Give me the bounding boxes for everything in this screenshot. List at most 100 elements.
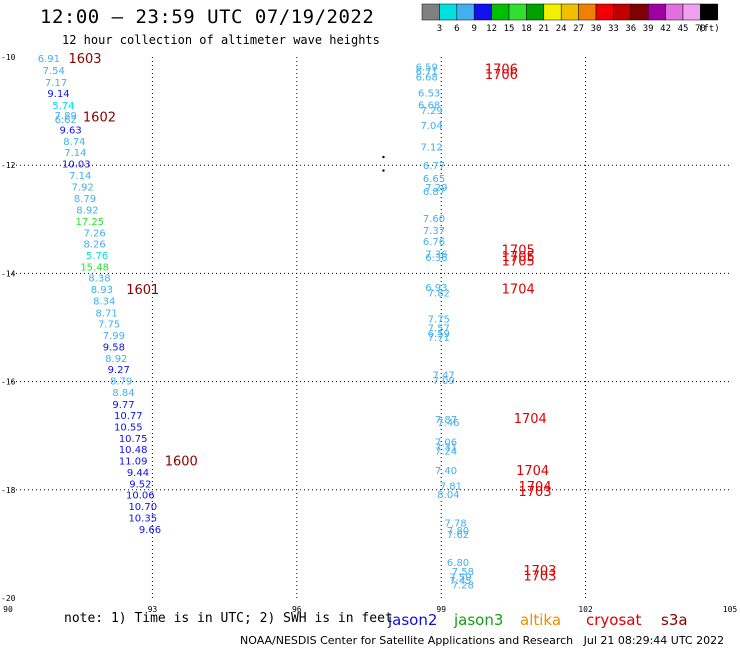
colorbar-tick-label: 18 [521, 24, 532, 34]
track2-swh-label: 7.71 [428, 333, 450, 344]
track1-swh-label: 8.34 [93, 296, 115, 307]
colorbar-legend: 3 6 9 12 15 18 21 24 27 30 33 36 39 42 45 70(ft) [421, 3, 720, 34]
satellite-legend-jason3: jason3 [453, 611, 503, 629]
track1-swh-label: 9.44 [127, 468, 149, 479]
track2-swh-label: 7.58 [452, 567, 474, 578]
satellite-legend-s3a: s3a [661, 611, 688, 629]
colorbar-unit-label: (ft) [698, 24, 720, 34]
track1-swh-label: 10.06 [126, 491, 155, 502]
colorbar-tick-label: 12 [486, 24, 497, 34]
track2-swh-label: 7.09 [432, 376, 454, 387]
track2-swh-label: 6.36 [425, 253, 447, 264]
track2-swh-label: 7.62 [447, 530, 469, 541]
track1-swh-label: 8.92 [76, 206, 98, 217]
colorbar-tick-label: 24 [556, 24, 567, 34]
track2-swh-label: 7.29 [425, 183, 447, 194]
track1-swh-label: 7.54 [43, 66, 65, 77]
track2-swh-label: 6.80 [447, 558, 469, 569]
track1-swh-label: 8.92 [105, 354, 127, 365]
track2-time-label: 1705 [502, 244, 535, 259]
track2-swh-label: 7.28 [452, 580, 474, 591]
credit-line: NOAA/NESDIS Center for Satellite Applica… [240, 634, 725, 647]
track2-swh-label: 7.24 [435, 446, 457, 457]
track2-swh-label: 7.37 [423, 226, 445, 237]
track1-swh-label: 7.99 [103, 331, 125, 342]
track1-swh-label: 8.79 [74, 194, 96, 205]
track1-time-label: 1601 [126, 283, 159, 298]
track2-swh-label: 7.04 [420, 121, 442, 132]
track2-time-label: 1705 [502, 254, 535, 269]
track2-swh-label: 7.60 [423, 214, 445, 225]
track1-swh-label: 8.38 [88, 274, 110, 285]
track2-swh-label: 7.80 [447, 526, 469, 537]
track2-swh-label: 7.59 [449, 572, 471, 583]
track2-swh-label: 7.40 [435, 466, 457, 477]
colorbar-tick-label: 33 [608, 24, 619, 34]
track1-swh-label: 9.52 [129, 479, 151, 490]
track1-swh-label: 10.55 [114, 423, 143, 434]
colorbar-tick-label: 70 [695, 24, 706, 34]
x-tick-label: 102 [578, 605, 593, 614]
colorbar-tick-label: 15 [504, 24, 515, 34]
track1-swh-label: 6.91 [38, 54, 60, 65]
island-mark [382, 155, 385, 159]
track1-swh-label: 10.77 [114, 411, 143, 422]
track2-swh-label: 6.68 [416, 72, 438, 83]
track1-swh-label: 5.74 [52, 101, 74, 112]
colorbar-swatch [700, 3, 719, 21]
chart-subtitle: 12 hour collection of altimeter wave hei… [62, 33, 380, 47]
track1-swh-label: 7.14 [69, 171, 91, 182]
track2-time-label: 1703 [523, 569, 556, 584]
track2-time-label: 1706 [485, 62, 518, 77]
track2-swh-label: 7.06 [435, 438, 457, 449]
chart-title: 12:00 — 23:59 UTC 07/19/2022 [40, 6, 375, 28]
colorbar-tick-label: 6 [454, 24, 459, 34]
track1-swh-label: 15.48 [80, 262, 109, 273]
track1-swh-label: 7.17 [45, 78, 67, 89]
colorbar-tick-label: 3 [437, 24, 442, 34]
track1-swh-label: 11.09 [119, 457, 148, 468]
track1-swh-label: 7.92 [71, 182, 93, 193]
track1-swh-label: 10.03 [62, 160, 91, 171]
track2-time-label: 1704 [516, 464, 549, 479]
track1-swh-label: 10.48 [119, 445, 148, 456]
track1-swh-label: 8.84 [112, 388, 134, 399]
track1-time-label: 1600 [165, 455, 198, 470]
colorbar-tick-label: 30 [591, 24, 602, 34]
track1-swh-label: 6.62 [55, 115, 77, 126]
track1-swh-label: 10.70 [128, 502, 157, 513]
x-tick-label: 105 [723, 605, 738, 614]
track1-swh-label: 9.14 [47, 89, 69, 100]
colorbar-tick-label: 36 [625, 24, 636, 34]
track1-swh-label: 10.35 [128, 513, 157, 524]
track1-swh-label: 7.14 [64, 148, 86, 159]
track2-swh-label: 7.46 [437, 418, 459, 429]
track1-swh-label: 7.26 [84, 228, 106, 239]
track2-swh-label: 6.59 [416, 63, 438, 74]
track2-swh-label: 7.45 [449, 576, 471, 587]
colorbar-tick-label: 27 [573, 24, 584, 34]
track2-swh-label: 7.75 [428, 314, 450, 325]
track2-swh-label: 7.57 [428, 324, 450, 335]
track1-swh-label: 17.25 [76, 217, 105, 228]
satellite-legend-jason2: jason2 [387, 611, 437, 629]
track2-swh-label: 6.71 [416, 67, 438, 78]
track1-time-label: 1602 [83, 111, 116, 126]
y-tick-label: -10 [1, 53, 16, 62]
track2-swh-label: 7.78 [445, 518, 467, 529]
track2-time-label: 1706 [485, 68, 518, 83]
colorbar-tick-label: 9 [471, 24, 476, 34]
track1-swh-label: 9.27 [108, 365, 130, 376]
track1-swh-label: 8.71 [96, 308, 118, 319]
track1-swh-label: 9.66 [139, 525, 161, 536]
track2-swh-label: 7.12 [420, 142, 442, 153]
track1-swh-label: 8.26 [84, 240, 106, 251]
x-tick-label: 93 [148, 605, 158, 614]
track1-swh-label: 5.76 [86, 251, 108, 262]
y-tick-label: -12 [1, 161, 16, 170]
track2-time-label: 1703 [519, 485, 552, 500]
track1-swh-label: 8.79 [110, 377, 132, 388]
satellite-legend-altika: altika [520, 611, 561, 629]
colorbar-tick-label: 45 [678, 24, 689, 34]
footnote: note: 1) Time is in UTC; 2) SWH is in fe… [64, 611, 393, 626]
